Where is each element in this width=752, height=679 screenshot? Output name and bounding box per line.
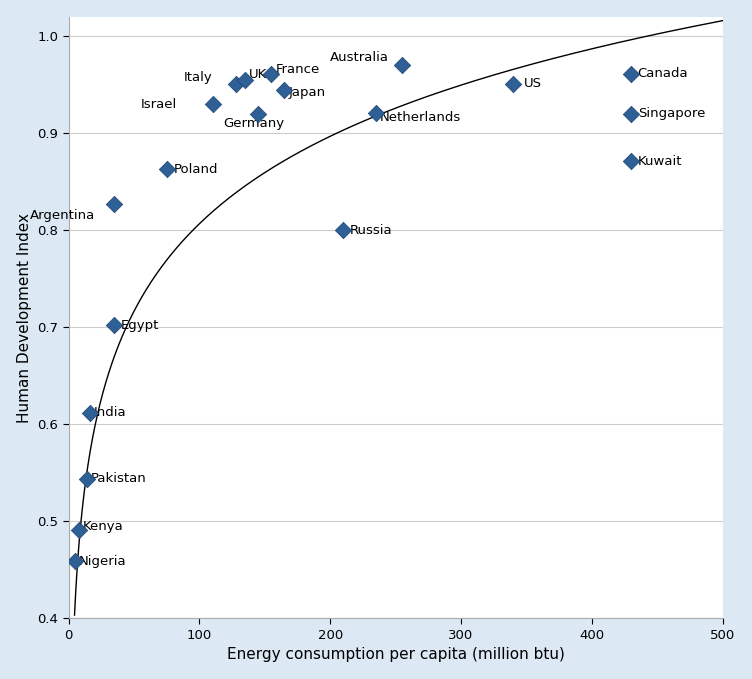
Text: France: France: [275, 62, 320, 75]
Text: Poland: Poland: [173, 162, 218, 176]
Text: US: US: [524, 77, 542, 90]
Point: [239, 74, 251, 85]
Point: [338, 225, 350, 236]
Point: [73, 525, 85, 536]
Point: [396, 60, 408, 71]
Point: [108, 320, 120, 331]
Point: [370, 107, 382, 118]
Text: Nigeria: Nigeria: [79, 555, 127, 568]
Point: [625, 69, 637, 79]
X-axis label: Energy consumption per capita (million btu): Energy consumption per capita (million b…: [227, 647, 565, 662]
Text: Netherlands: Netherlands: [380, 111, 461, 124]
Point: [81, 473, 93, 484]
Text: Singapore: Singapore: [638, 107, 705, 120]
Text: Pakistan: Pakistan: [91, 472, 147, 485]
Text: Canada: Canada: [638, 67, 688, 80]
Text: Argentina: Argentina: [29, 209, 95, 222]
Point: [83, 407, 96, 418]
Text: India: India: [93, 406, 126, 419]
Point: [625, 156, 637, 167]
Text: Kuwait: Kuwait: [638, 155, 682, 168]
Text: Italy: Italy: [183, 71, 213, 84]
Point: [207, 98, 219, 109]
Text: Australia: Australia: [330, 51, 390, 64]
Point: [265, 69, 277, 79]
Point: [278, 85, 290, 96]
Point: [230, 78, 242, 89]
Point: [161, 164, 173, 175]
Point: [69, 555, 81, 566]
Text: Germany: Germany: [223, 117, 284, 130]
Text: Russia: Russia: [350, 223, 393, 237]
Point: [508, 78, 520, 89]
Point: [625, 108, 637, 119]
Text: UK: UK: [249, 69, 268, 81]
Point: [108, 198, 120, 209]
Text: Kenya: Kenya: [83, 519, 124, 532]
Text: Egypt: Egypt: [121, 318, 159, 332]
Point: [253, 108, 265, 119]
Text: Japan: Japan: [289, 86, 326, 99]
Text: Israel: Israel: [141, 98, 177, 111]
Y-axis label: Human Development Index: Human Development Index: [17, 213, 32, 422]
